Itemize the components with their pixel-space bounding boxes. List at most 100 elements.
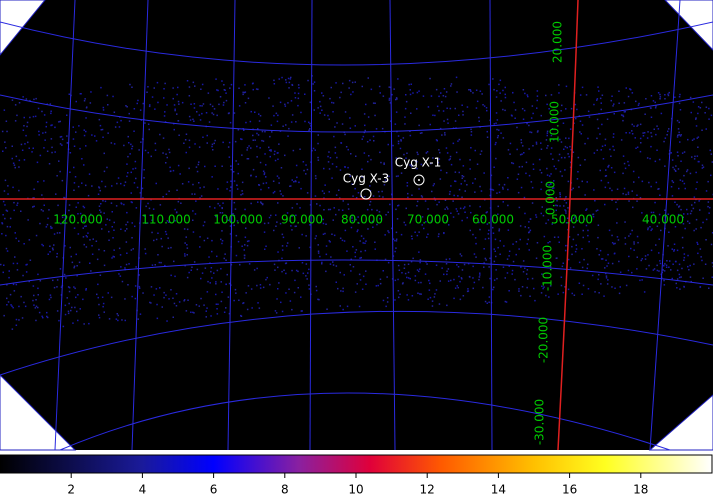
event-dot: [653, 128, 655, 130]
event-dot: [332, 264, 335, 266]
event-dot: [102, 136, 104, 138]
event-dot: [694, 201, 696, 204]
event-dot: [676, 119, 679, 122]
event-dot: [228, 156, 231, 158]
event-dot: [707, 201, 710, 203]
event-dot: [668, 231, 670, 233]
event-dot: [455, 208, 458, 210]
event-dot: [551, 187, 554, 190]
event-dot: [129, 83, 131, 86]
event-dot: [622, 155, 625, 157]
event-dot: [63, 197, 66, 199]
event-dot: [433, 296, 436, 298]
event-dot: [326, 308, 328, 310]
event-dot: [695, 218, 698, 221]
event-dot: [16, 269, 19, 271]
event-dot: [426, 263, 428, 265]
event-dot: [12, 262, 15, 265]
event-dot: [7, 185, 9, 187]
event-dot: [294, 225, 296, 228]
event-dot: [281, 245, 284, 247]
event-dot: [649, 157, 651, 160]
event-dot: [305, 235, 307, 237]
event-dot: [480, 190, 483, 192]
event-dot: [331, 177, 333, 179]
event-dot: [346, 305, 349, 308]
event-dot: [587, 288, 590, 290]
event-dot: [489, 257, 491, 260]
event-dot: [199, 246, 201, 248]
event-dot: [363, 113, 366, 115]
event-dot: [232, 171, 235, 173]
event-dot: [106, 218, 108, 220]
event-dot: [162, 196, 164, 198]
source-label[interactable]: Cyg X-3: [343, 172, 390, 186]
event-dot: [506, 272, 509, 274]
event-dot: [559, 196, 561, 198]
event-dot: [255, 175, 257, 178]
event-dot: [450, 279, 452, 282]
event-dot: [79, 308, 81, 310]
event-dot: [674, 201, 676, 203]
event-dot: [628, 200, 630, 202]
event-dot: [495, 96, 498, 98]
source-circle[interactable]: [413, 174, 425, 186]
event-dot: [324, 184, 326, 186]
event-dot: [364, 124, 366, 127]
event-dot: [587, 263, 589, 266]
source-label[interactable]: Cyg X-1: [395, 156, 442, 170]
event-dot: [655, 181, 658, 184]
event-dot: [456, 264, 458, 266]
event-dot: [461, 269, 464, 271]
event-dot: [502, 137, 505, 139]
event-dot: [350, 270, 352, 272]
event-dot: [502, 266, 505, 268]
event-dot: [520, 141, 523, 144]
event-dot: [29, 99, 31, 102]
event-dot: [242, 91, 244, 94]
event-dot: [404, 107, 407, 110]
event-dot: [516, 126, 518, 129]
event-dot: [664, 263, 666, 265]
event-dot: [457, 213, 460, 215]
event-dot: [446, 152, 449, 154]
event-dot: [228, 141, 231, 144]
event-dot: [226, 181, 229, 183]
event-dot: [597, 86, 599, 88]
event-dot: [519, 238, 521, 241]
event-dot: [106, 94, 109, 97]
event-dot: [41, 243, 43, 246]
event-dot: [246, 308, 249, 311]
event-dot: [130, 171, 132, 174]
event-dot: [587, 234, 589, 237]
event-dot: [428, 279, 430, 282]
event-dot: [298, 87, 300, 89]
event-dot: [600, 149, 602, 151]
event-dot: [571, 253, 573, 256]
event-dot: [137, 99, 139, 102]
event-dot: [596, 137, 598, 140]
event-dot: [613, 113, 615, 115]
event-dot: [639, 150, 642, 153]
event-dot: [409, 130, 411, 132]
event-dot: [369, 200, 372, 203]
event-dot: [565, 137, 567, 139]
event-dot: [435, 88, 438, 91]
source-circle[interactable]: [360, 188, 372, 200]
event-dot: [81, 216, 83, 218]
event-dot: [300, 187, 302, 190]
event-dot: [676, 278, 679, 280]
longitude-label: 70.000: [407, 213, 449, 227]
event-dot: [138, 274, 140, 276]
event-dot: [130, 201, 133, 203]
event-dot: [508, 290, 510, 292]
event-dot: [314, 175, 317, 177]
event-dot: [563, 148, 565, 150]
event-dot: [546, 130, 549, 133]
event-dot: [379, 92, 381, 94]
event-dot: [216, 89, 218, 91]
event-dot: [246, 147, 249, 149]
event-dot: [161, 245, 163, 248]
event-dot: [192, 231, 195, 233]
event-dot: [698, 160, 700, 163]
